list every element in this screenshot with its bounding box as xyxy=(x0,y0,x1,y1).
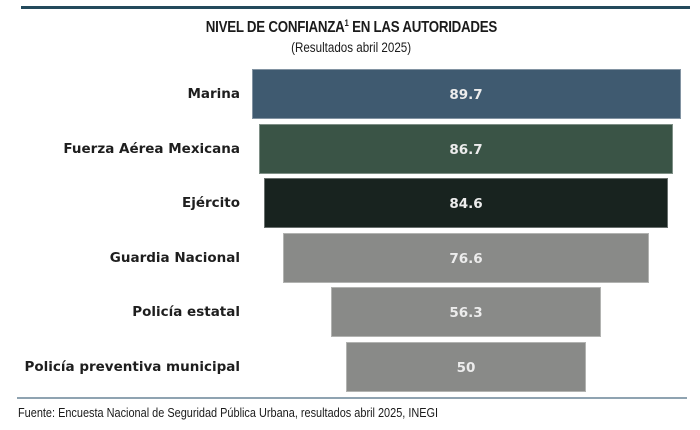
category-label: Ejército xyxy=(181,195,240,212)
funnel-bar: 76.6 xyxy=(282,232,650,283)
bar-value-label: 84.6 xyxy=(449,196,483,213)
bottom-rule xyxy=(17,397,687,399)
category-label: Policía estatal xyxy=(132,304,240,321)
bar-value-label: 76.6 xyxy=(449,250,483,267)
bar-value-label: 56.3 xyxy=(449,305,483,322)
top-rule xyxy=(21,6,690,9)
category-label: Marina xyxy=(187,86,240,102)
category-label: Policía preventiva municipal xyxy=(24,359,240,375)
chart-title: NIVEL DE CONFIANZA1 EN LAS AUTORIDADES xyxy=(50,18,652,37)
title-footnote-mark: 1 xyxy=(344,18,349,28)
bar-value-label: 86.7 xyxy=(449,141,483,158)
category-label: Fuerza Aérea Mexicana xyxy=(63,140,240,157)
bar-value-label: 89.7 xyxy=(449,87,483,103)
funnel-bar: 86.7 xyxy=(258,123,674,174)
chart-title-suffix: EN LAS AUTORIDADES xyxy=(348,19,498,36)
funnel-bar: 84.6 xyxy=(263,178,669,229)
bar-value-label: 50 xyxy=(456,360,476,376)
funnel-bar: 89.7 xyxy=(251,69,681,119)
funnel-bar: 50 xyxy=(346,342,586,392)
source-note: Fuente: Encuesta Nacional de Seguridad P… xyxy=(18,405,439,420)
funnel-bar: 56.3 xyxy=(331,287,601,338)
chart-title-main: NIVEL DE CONFIANZA xyxy=(205,19,345,36)
chart-subtitle: (Resultados abril 2025) xyxy=(291,40,412,55)
category-label: Guardia Nacional xyxy=(109,249,240,266)
